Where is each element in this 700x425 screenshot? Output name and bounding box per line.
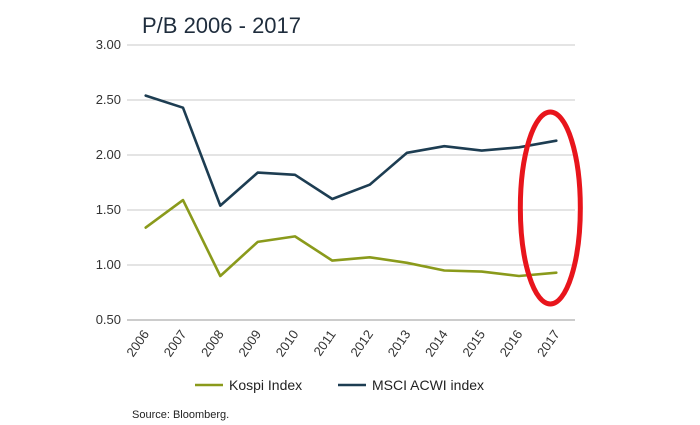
source-note: Source: Bloomberg. — [132, 409, 229, 421]
series-line-msci-acwi — [144, 94, 558, 207]
y-tick-label: 2.50 — [96, 92, 121, 107]
legend: Kospi Index MSCI ACWI index — [195, 377, 484, 393]
x-tick-label: 2011 — [310, 327, 338, 359]
chart-title: P/B 2006 - 2017 — [142, 13, 301, 38]
x-tick-label: 2012 — [347, 327, 376, 359]
gridlines — [127, 44, 575, 266]
x-tick-label: 2016 — [497, 327, 526, 359]
series-line-kospi — [144, 198, 558, 278]
x-tick-label: 2008 — [198, 327, 227, 359]
x-tick-label: 2009 — [235, 327, 264, 359]
x-axis-ticks: 2006 2007 2008 2009 2010 2011 2012 2013 2014 2015… — [123, 327, 563, 359]
y-tick-label: 2.00 — [96, 147, 121, 162]
x-tick-label: 2015 — [459, 327, 488, 359]
x-tick-label: 2014 — [422, 327, 451, 359]
y-tick-label: 1.00 — [96, 257, 121, 272]
highlight-ellipse — [517, 109, 583, 307]
y-tick-label: 3.00 — [96, 37, 121, 52]
series-lines — [144, 94, 558, 278]
x-tick-label: 2013 — [385, 327, 414, 359]
x-tick-label: 2010 — [273, 327, 302, 359]
x-tick-label: 2007 — [161, 327, 190, 359]
legend-label: MSCI ACWI index — [372, 377, 484, 393]
y-tick-label: 0.50 — [96, 312, 121, 327]
highlight-annotation — [517, 109, 583, 307]
y-tick-label: 1.50 — [96, 202, 121, 217]
y-axis-ticks: 3.00 2.50 2.00 1.50 1.00 0.50 — [96, 37, 121, 327]
x-tick-label: 2006 — [123, 327, 152, 359]
legend-label: Kospi Index — [229, 377, 302, 393]
x-tick-label: 2017 — [534, 327, 563, 359]
